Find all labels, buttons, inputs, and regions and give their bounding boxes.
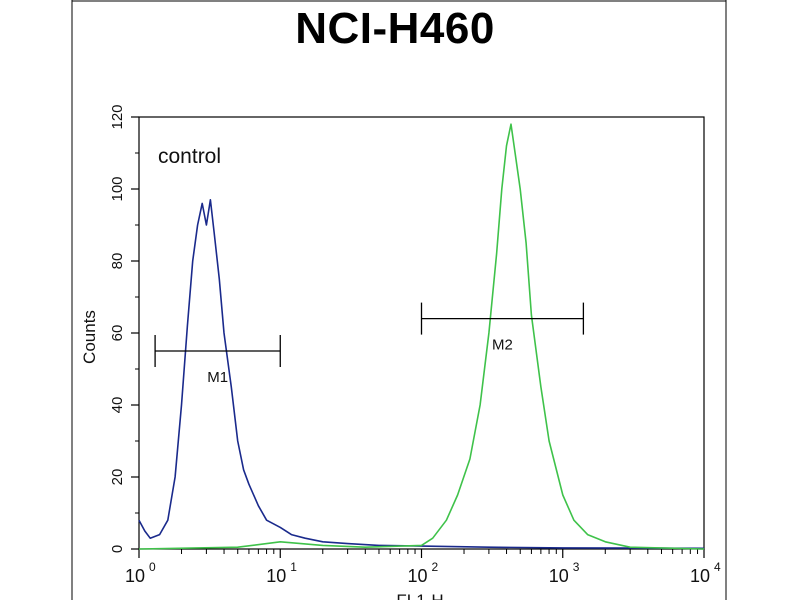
m2-marker-label: M2 (492, 337, 513, 354)
x-tick-exponent: 4 (714, 560, 721, 574)
y-tick-label: 40 (109, 397, 126, 414)
x-tick-label: 10 (125, 566, 145, 586)
x-tick-label: 10 (549, 566, 569, 586)
control-annotation: control (158, 145, 221, 168)
y-axis-label: Counts (80, 310, 99, 364)
y-tick-label: 0 (109, 545, 126, 553)
x-tick-exponent: 2 (432, 560, 439, 574)
series-layer (138, 123, 705, 550)
y-axis-ticks: 0 20 40 60 80 100 120 (109, 104, 139, 553)
x-tick-exponent: 1 (290, 560, 297, 574)
m1-marker-label: M1 (207, 369, 228, 386)
x-tick-exponent: 3 (573, 560, 580, 574)
y-tick-label: 60 (109, 325, 126, 342)
y-tick-label: 20 (109, 469, 126, 486)
control-histogram-line (138, 199, 705, 550)
y-tick-label: 100 (109, 176, 126, 201)
chart-title: NCI-H460 (295, 4, 495, 53)
x-axis-label: FL1-H (396, 591, 443, 600)
sample-histogram-line (138, 123, 705, 550)
x-tick-label: 10 (407, 566, 427, 586)
x-tick-label: 10 (266, 566, 286, 586)
marker-layer: M1 M2 (154, 302, 585, 386)
y-tick-label: 80 (109, 253, 126, 270)
x-axis-ticks: 10 0 10 1 10 2 10 3 10 4 (125, 549, 721, 586)
y-tick-label: 120 (109, 104, 126, 129)
x-tick-exponent: 0 (149, 560, 156, 574)
x-tick-label: 10 (690, 566, 710, 586)
